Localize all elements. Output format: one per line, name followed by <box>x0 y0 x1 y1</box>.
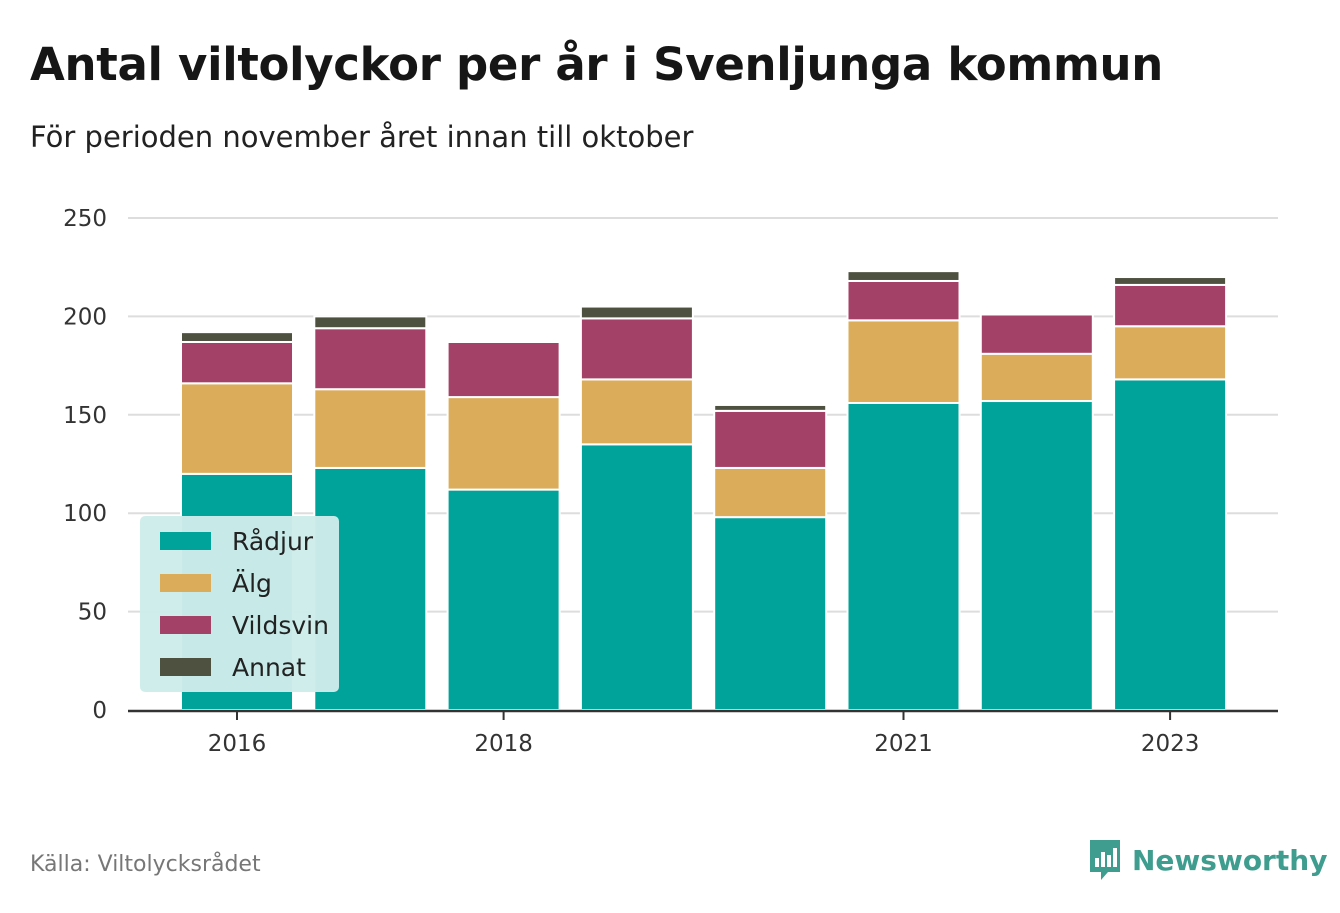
bar-segment <box>713 409 828 469</box>
legend: Rådjur Älg Vildsvin Annat <box>140 516 339 692</box>
chart-subtitle: För perioden november året innan till ok… <box>30 120 694 154</box>
legend-label: Annat <box>232 653 306 682</box>
bar-segment <box>979 313 1094 355</box>
x-axis: 2016 2018 2021 2023 <box>128 709 1278 757</box>
bar-segment <box>579 378 694 446</box>
bar-segment <box>313 327 428 391</box>
chart-title: Antal viltolyckor per år i Svenljunga ko… <box>30 38 1164 91</box>
x-tick-label: 2018 <box>474 731 533 757</box>
legend-background <box>140 516 339 692</box>
y-tick-label: 0 <box>92 698 107 724</box>
bar-segment <box>846 319 961 404</box>
bar-chart-speech-bubble-icon <box>1090 840 1120 880</box>
x-tick-label: 2023 <box>1141 731 1200 757</box>
bar-segment <box>1113 276 1228 286</box>
legend-swatch <box>160 532 211 550</box>
bar-segment <box>713 403 828 412</box>
source-note: Källa: Viltolycksrådet <box>30 852 261 877</box>
x-tick-label: 2021 <box>874 731 933 757</box>
bar-segment <box>446 339 561 343</box>
y-tick-label: 250 <box>63 206 107 232</box>
legend-swatch <box>160 658 211 676</box>
legend-swatch <box>160 616 211 634</box>
x-tick-label: 2016 <box>208 731 267 757</box>
y-axis-ticks: 0 50 100 150 200 250 <box>63 206 107 724</box>
bar-segment <box>579 443 694 711</box>
bar-segment <box>446 396 561 491</box>
brand-logo: Newsworthy <box>1088 838 1327 882</box>
bar-segment <box>579 305 694 320</box>
bar-segment <box>979 311 1094 316</box>
bar-segment <box>1113 378 1228 711</box>
bar-segment <box>180 382 294 475</box>
bar-segment <box>713 466 828 519</box>
bar-segment <box>1113 325 1228 381</box>
brand-name: Newsworthy <box>1132 843 1328 877</box>
bar-segment <box>313 315 428 330</box>
y-tick-label: 200 <box>63 304 107 330</box>
bar-segment <box>180 331 294 343</box>
bar-segment <box>846 270 961 282</box>
y-tick-label: 100 <box>63 501 107 527</box>
bar-segment <box>446 488 561 712</box>
bar-segment <box>1113 283 1228 328</box>
bar-segment <box>846 401 961 711</box>
bar-segment <box>313 388 428 469</box>
legend-label: Rådjur <box>232 527 314 556</box>
bar-segment <box>979 352 1094 403</box>
bar-segment <box>579 317 694 381</box>
bar-segment <box>979 400 1094 711</box>
bar-segment <box>180 340 294 385</box>
bar-segment <box>713 516 828 711</box>
y-tick-label: 150 <box>63 403 107 429</box>
bar-segment <box>846 279 961 322</box>
bar-segment <box>446 340 561 399</box>
y-tick-label: 50 <box>78 600 107 626</box>
legend-label: Vildsvin <box>232 611 329 640</box>
legend-swatch <box>160 574 211 592</box>
legend-label: Älg <box>232 569 272 598</box>
